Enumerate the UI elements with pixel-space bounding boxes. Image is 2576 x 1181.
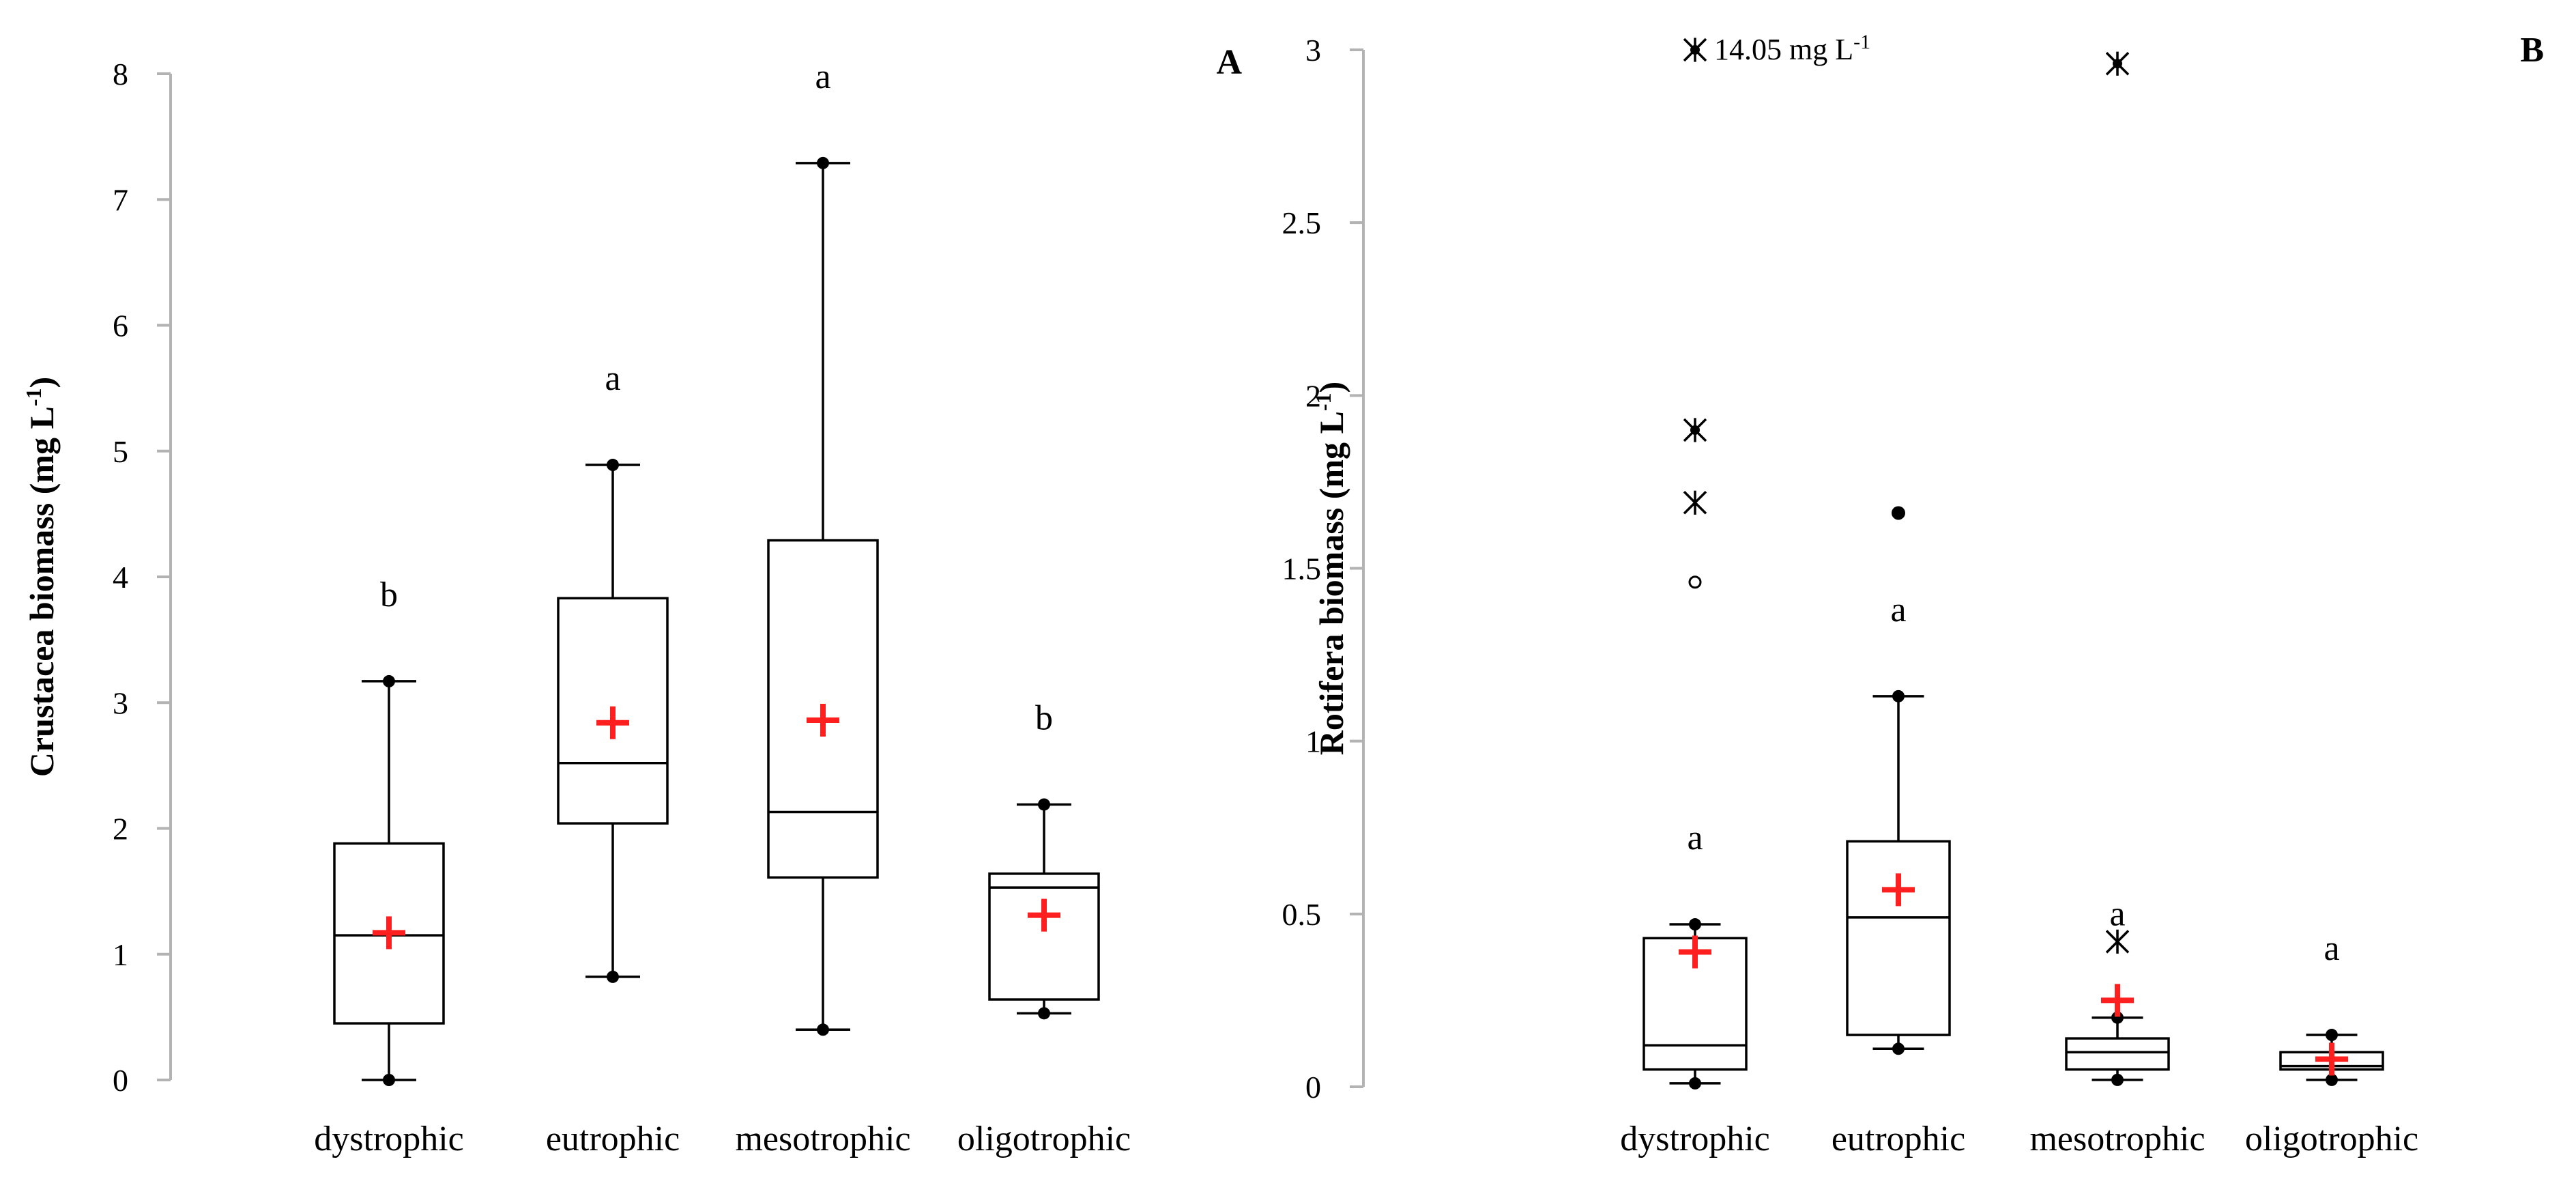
y-axis-title-sup: -1 [21,388,46,406]
y-tick-label: 1 [1305,724,1321,759]
box-dystrophic: a [1642,38,1748,1090]
outlier-center [2113,59,2122,69]
box-oligotrophic: a [2279,929,2384,1086]
min-point [2111,1073,2124,1086]
min-point [1038,1007,1050,1020]
iqr-box [333,842,445,1025]
y-axis-title-text: Rotifera biomass (mg L [1312,411,1350,755]
y-tick-label: 8 [113,57,128,91]
annotation-text: 14.05 mg L [1714,33,1853,66]
box-eutrophic: a [557,359,669,983]
box-eutrophic: a [1846,506,1951,1055]
y-axis-title-text: Crustacea biomass (mg L [23,406,61,777]
y-tick-label: 3 [113,685,128,720]
category-label-eutrophic: eutrophic [546,1120,680,1158]
significance-letter: b [1035,698,1053,737]
min-point [1892,1042,1905,1055]
max-point [383,674,395,687]
outlier-star [1683,38,1707,62]
y-tick-label: 0 [113,1063,128,1098]
significance-letter: a [2109,894,2125,933]
y-tick-label: 2 [113,812,128,846]
y-axis-title-end: ) [23,377,61,388]
y-tick-label: 3 [1305,33,1321,68]
max-point [1038,798,1050,811]
y-tick-label: 1 [113,937,128,972]
off-scale-annotation: 14.05 mg L-1 [1714,31,1870,67]
y-axis-title: Rotifera biomass (mg L-1) [1311,382,1350,755]
category-label-oligotrophic: oligotrophic [957,1120,1131,1158]
outlier-center [1690,45,1700,55]
y-tick-label: 0.5 [1282,897,1322,932]
y-tick-label: 6 [113,309,128,343]
panel-letter: A [1216,43,1242,82]
outlier-open [1688,575,1702,589]
outlier-dot [1892,506,1905,520]
y-tick-label: 5 [113,434,128,469]
y-tick-label: 7 [113,182,128,217]
box-dystrophic: b [333,575,445,1086]
annotation-sup: -1 [1853,31,1870,53]
category-label-mesotrophic: mesotrophic [735,1120,910,1158]
outlier-asterisk [2105,929,2130,954]
y-tick-label: 4 [113,560,128,595]
max-point [1892,689,1905,702]
category-label-dystrophic: dystrophic [314,1120,464,1158]
y-axis-title-end: ) [1312,382,1350,393]
iqr-box [988,872,1100,1001]
category-label-dystrophic: dystrophic [1620,1120,1770,1158]
max-point [1689,918,1701,931]
panel-a: 0 1 2 3 4 5 6 7 8 Crustacea biomass (mg L-1) Adyst… [21,43,1242,1158]
iqr-box [1846,840,1951,1036]
min-point [607,970,619,983]
box-mesotrophic: a [2065,51,2170,1086]
outlier-center [1690,425,1700,435]
y-tick-label: 2.5 [1282,205,1322,240]
category-label-oligotrophic: oligotrophic [2245,1120,2418,1158]
y-tick-label: 2 [1305,378,1321,413]
outlier-asterisk [1683,490,1707,515]
iqr-box [2065,1037,2170,1071]
outlier-star [2105,51,2130,76]
category-label-eutrophic: eutrophic [1832,1120,1965,1158]
outlier-dot [1892,506,1905,520]
y-tick-label: 0 [1305,1070,1321,1105]
max-point [817,156,829,169]
y-tick-label: 1.5 [1282,552,1322,586]
significance-letter: a [605,359,620,398]
min-point [383,1074,395,1086]
iqr-box [557,597,669,825]
significance-letter: a [1890,590,1906,629]
significance-letter: b [380,575,398,614]
y-axis-title: Crustacea biomass (mg L-1) [21,377,61,777]
significance-letter: a [815,57,830,96]
max-point [2326,1029,2338,1042]
y-axis-title-sup: -1 [1311,393,1335,411]
max-point [607,459,619,472]
min-point [817,1023,829,1036]
box-oligotrophic: b [988,698,1100,1020]
iqr-box [767,539,879,879]
outlier-star [1683,418,1707,442]
min-point [1689,1077,1701,1090]
min-point [2326,1073,2338,1086]
significance-letter: a [2324,929,2339,968]
max-point [2111,1011,2124,1024]
panel-letter: B [2520,31,2544,70]
outlier-open [1688,575,1702,589]
box-mesotrophic: a [767,57,879,1036]
significance-letter: a [1687,819,1703,857]
category-label-mesotrophic: mesotrophic [2029,1120,2205,1158]
